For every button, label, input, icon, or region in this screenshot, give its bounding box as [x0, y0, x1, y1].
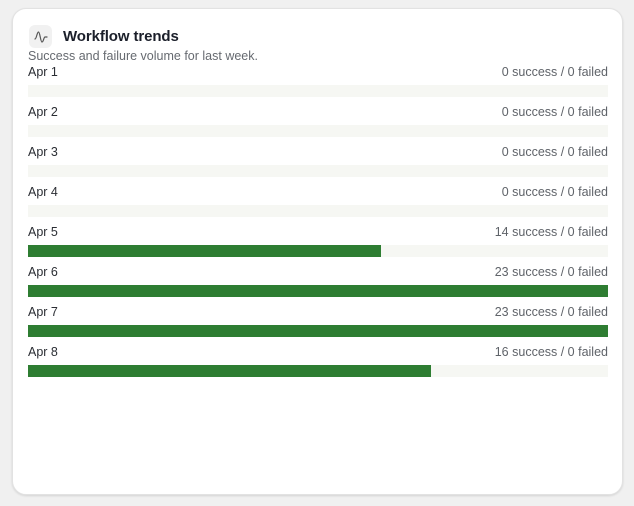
- trend-row: Apr 2 0 success / 0 failed: [28, 105, 608, 145]
- row-date-label: Apr 2: [28, 105, 58, 119]
- trend-row: Apr 8 16 success / 0 failed: [28, 345, 608, 385]
- bar-track: [28, 125, 608, 137]
- bar-track: [28, 285, 608, 297]
- row-count-label: 23 success / 0 failed: [494, 265, 608, 279]
- workflow-trends-card: Workflow trends Success and failure volu…: [12, 8, 623, 495]
- row-count-label: 0 success / 0 failed: [501, 65, 608, 79]
- card-title: Workflow trends: [63, 28, 179, 45]
- bar-track: [28, 85, 608, 97]
- bar-track: [28, 365, 608, 377]
- card-subtitle: Success and failure volume for last week…: [28, 49, 258, 63]
- trend-row: Apr 7 23 success / 0 failed: [28, 305, 608, 345]
- bar-track: [28, 325, 608, 337]
- row-date-label: Apr 3: [28, 145, 58, 159]
- row-count-label: 16 success / 0 failed: [494, 345, 608, 359]
- bar-track: [28, 245, 608, 257]
- success-bar: [28, 325, 608, 337]
- trend-rows: Apr 1 0 success / 0 failed Apr 2 0 success …: [28, 65, 608, 385]
- row-count-label: 23 success / 0 failed: [494, 305, 608, 319]
- success-bar: [28, 285, 608, 297]
- trend-row: Apr 4 0 success / 0 failed: [28, 185, 608, 225]
- row-count-label: 0 success / 0 failed: [501, 145, 608, 159]
- row-date-label: Apr 1: [28, 65, 58, 79]
- row-date-label: Apr 7: [28, 305, 58, 319]
- row-date-label: Apr 8: [28, 345, 58, 359]
- row-count-label: 14 success / 0 failed: [494, 225, 608, 239]
- trend-row: Apr 6 23 success / 0 failed: [28, 265, 608, 305]
- trend-row: Apr 1 0 success / 0 failed: [28, 65, 608, 105]
- waveform-icon: [29, 25, 52, 48]
- card-header: Workflow trends: [29, 25, 179, 48]
- row-count-label: 0 success / 0 failed: [501, 185, 608, 199]
- row-date-label: Apr 4: [28, 185, 58, 199]
- success-bar: [28, 365, 432, 377]
- trend-row: Apr 3 0 success / 0 failed: [28, 145, 608, 185]
- bar-track: [28, 205, 608, 217]
- bar-track: [28, 165, 608, 177]
- row-count-label: 0 success / 0 failed: [501, 105, 608, 119]
- trend-row: Apr 5 14 success / 0 failed: [28, 225, 608, 265]
- success-bar: [28, 245, 382, 257]
- row-date-label: Apr 6: [28, 265, 58, 279]
- row-date-label: Apr 5: [28, 225, 58, 239]
